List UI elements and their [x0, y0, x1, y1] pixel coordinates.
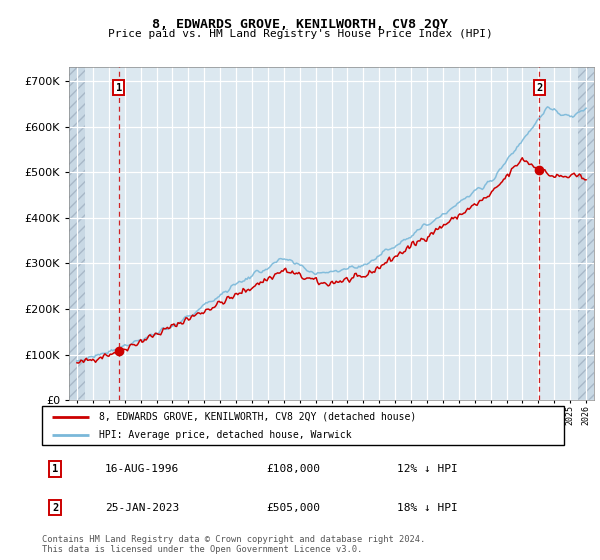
- Text: 1: 1: [52, 464, 58, 474]
- Text: 18% ↓ HPI: 18% ↓ HPI: [397, 502, 458, 512]
- Text: 25-JAN-2023: 25-JAN-2023: [104, 502, 179, 512]
- Bar: [69, 67, 85, 400]
- Text: £505,000: £505,000: [266, 502, 320, 512]
- Text: 16-AUG-1996: 16-AUG-1996: [104, 464, 179, 474]
- Bar: [578, 67, 594, 400]
- Text: £108,000: £108,000: [266, 464, 320, 474]
- Text: HPI: Average price, detached house, Warwick: HPI: Average price, detached house, Warw…: [100, 430, 352, 440]
- Text: Contains HM Land Registry data © Crown copyright and database right 2024.
This d: Contains HM Land Registry data © Crown c…: [42, 535, 425, 554]
- Text: 8, EDWARDS GROVE, KENILWORTH, CV8 2QY (detached house): 8, EDWARDS GROVE, KENILWORTH, CV8 2QY (d…: [100, 412, 416, 422]
- Text: Price paid vs. HM Land Registry's House Price Index (HPI): Price paid vs. HM Land Registry's House …: [107, 29, 493, 39]
- Text: 2: 2: [52, 502, 58, 512]
- Bar: [578, 67, 594, 400]
- FancyBboxPatch shape: [42, 406, 564, 445]
- Text: 12% ↓ HPI: 12% ↓ HPI: [397, 464, 458, 474]
- Text: 2: 2: [536, 83, 542, 93]
- Bar: [69, 67, 85, 400]
- Text: 1: 1: [116, 83, 122, 93]
- Text: 8, EDWARDS GROVE, KENILWORTH, CV8 2QY: 8, EDWARDS GROVE, KENILWORTH, CV8 2QY: [152, 18, 448, 31]
